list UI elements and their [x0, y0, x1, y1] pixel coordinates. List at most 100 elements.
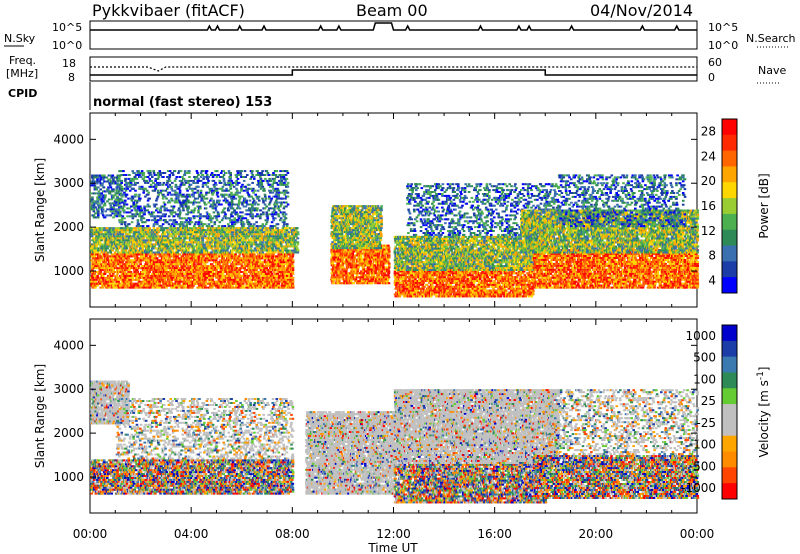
rti-figure: Pykkvibaer (fitACF) Beam 00 04/Nov/2014 … [0, 0, 800, 554]
data-cell [95, 281, 98, 283]
data-cell [112, 281, 115, 283]
freq-trace [90, 70, 697, 75]
data-cell [106, 257, 109, 259]
data-cell [175, 261, 178, 263]
data-cell [108, 279, 111, 281]
data-cell [111, 283, 114, 285]
data-cell [169, 257, 172, 259]
data-cell [167, 263, 170, 265]
data-cell [100, 281, 103, 283]
data-cell [145, 253, 148, 255]
data-cell [160, 285, 163, 287]
data-cell [158, 281, 161, 283]
data-cell [94, 275, 97, 277]
data-cell [185, 255, 188, 257]
data-cell [137, 265, 140, 267]
data-cell [160, 271, 163, 273]
data-cell [96, 285, 99, 287]
data-cell [104, 269, 107, 271]
data-cell [147, 285, 150, 287]
cpid-label: CPID [8, 87, 37, 100]
data-cell [172, 265, 175, 267]
data-cell [161, 287, 164, 289]
nsky-tick-top: 10^5 [52, 21, 82, 34]
data-cell [184, 265, 187, 267]
data-cell [105, 281, 108, 283]
data-cell [151, 269, 154, 271]
data-cell [117, 277, 120, 279]
data-cell [130, 271, 133, 273]
data-cell [125, 281, 128, 283]
data-cell [183, 287, 186, 289]
data-cell [115, 265, 118, 267]
data-cell [92, 277, 95, 279]
freq-label-1: Freq. [9, 54, 36, 67]
data-cell [184, 285, 187, 287]
station-title: Pykkvibaer (fitACF) [92, 1, 245, 20]
data-cell [120, 253, 123, 255]
data-cell [137, 279, 140, 281]
data-cell [148, 271, 151, 273]
data-cell [128, 269, 131, 271]
data-cell [164, 273, 167, 275]
data-cell [185, 259, 188, 261]
data-cell [116, 267, 119, 269]
data-cell [134, 265, 137, 267]
data-cell [109, 261, 112, 263]
data-cell [127, 263, 130, 265]
data-cell [179, 253, 182, 255]
nave-label: Nave [758, 64, 786, 77]
nsearch-tick-top: 10^5 [708, 21, 738, 34]
data-cell [156, 261, 159, 263]
data-cell [170, 281, 173, 283]
data-cell [145, 255, 148, 257]
data-cell [149, 287, 152, 289]
data-cell [127, 283, 130, 285]
data-cell [139, 261, 142, 263]
data-cell [109, 273, 112, 275]
data-cell [165, 257, 168, 259]
data-cell [185, 275, 188, 277]
data-cell [165, 287, 168, 289]
data-cell [90, 259, 93, 261]
data-cell [133, 271, 136, 273]
data-cell [101, 269, 104, 271]
data-cell [154, 259, 157, 261]
data-cell [95, 279, 98, 281]
data-cell [184, 267, 187, 269]
data-cell [187, 265, 190, 267]
nsky-tick-bottom: 10^0 [52, 39, 82, 52]
data-cell [179, 269, 182, 271]
nsky-label: N.Sky [4, 32, 36, 45]
data-cell [146, 263, 149, 265]
data-cell [113, 253, 116, 255]
freq-tick-top: 18 [62, 57, 76, 70]
data-cell [138, 281, 141, 283]
freq-label-2: [MHz] [6, 67, 38, 80]
data-cell [178, 287, 181, 289]
data-cell [170, 263, 173, 265]
data-cell [181, 277, 184, 279]
data-cell [136, 263, 139, 265]
data-cell [111, 253, 114, 255]
data-cell [107, 271, 110, 273]
data-cell [99, 261, 102, 263]
data-cell [147, 277, 150, 279]
data-cell [110, 277, 113, 279]
data-cell [113, 287, 116, 289]
data-cell [124, 287, 127, 289]
data-cell [169, 267, 172, 269]
data-cell [152, 259, 155, 261]
data-cell [102, 279, 105, 281]
data-cell [107, 285, 110, 287]
data-cell [131, 283, 134, 285]
data-cell [102, 275, 105, 277]
data-cell [174, 253, 177, 255]
data-cell [99, 253, 102, 255]
data-cell [165, 281, 168, 283]
data-cell [182, 275, 185, 277]
data-cell [132, 255, 135, 257]
data-cell [112, 269, 115, 271]
data-cell [151, 253, 154, 255]
